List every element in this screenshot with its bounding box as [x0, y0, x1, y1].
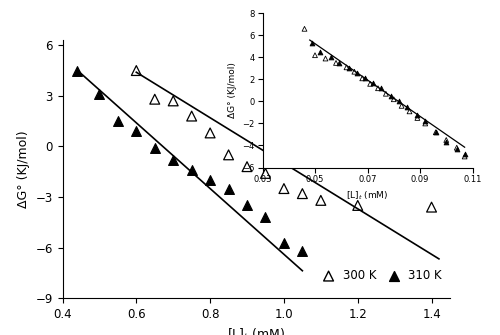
Point [345, 66, 353, 71]
Point [342, 65, 350, 70]
Point [206, 178, 214, 183]
Point [327, 55, 335, 60]
Point [188, 113, 196, 119]
Point [316, 49, 324, 55]
Point [366, 81, 374, 86]
Point [432, 130, 440, 135]
Point [422, 121, 430, 126]
Point [382, 91, 390, 96]
Point [317, 198, 325, 203]
Point [262, 171, 270, 176]
Point [280, 186, 288, 191]
Point [460, 154, 468, 159]
Point [361, 76, 369, 81]
Point [188, 168, 196, 173]
Point [453, 146, 461, 151]
X-axis label: [L]$_t$ (mM): [L]$_t$ (mM) [346, 190, 389, 202]
Point [74, 68, 82, 73]
Point [322, 56, 330, 61]
Point [224, 186, 232, 191]
Point [442, 139, 450, 145]
Point [132, 68, 140, 73]
Point [132, 129, 140, 134]
Point [414, 115, 422, 121]
Point [453, 145, 461, 150]
Point [332, 60, 340, 66]
Point [398, 103, 406, 109]
Point [96, 91, 104, 97]
Point [358, 76, 366, 81]
Point [169, 98, 177, 104]
Point [334, 60, 342, 66]
Point [422, 119, 430, 124]
Point [114, 119, 122, 124]
Point [169, 157, 177, 162]
Point [369, 80, 377, 85]
Y-axis label: ΔG° (KJ/mol): ΔG° (KJ/mol) [17, 130, 30, 208]
Point [374, 85, 382, 91]
Point [460, 152, 468, 157]
Point [308, 41, 316, 46]
Point [442, 137, 450, 143]
Point [390, 96, 398, 102]
Point [354, 203, 362, 208]
Point [280, 240, 288, 245]
Point [350, 69, 358, 74]
Point [376, 85, 384, 91]
Point [243, 164, 251, 169]
Point [206, 130, 214, 136]
Point [300, 26, 308, 31]
Point [151, 96, 159, 102]
Point [414, 112, 422, 117]
Point [298, 248, 306, 254]
Point [311, 53, 319, 58]
Point [395, 99, 403, 104]
Y-axis label: ΔG° (KJ/mol): ΔG° (KJ/mol) [228, 63, 237, 118]
Point [428, 204, 436, 210]
Point [403, 104, 411, 110]
Point [406, 109, 413, 114]
Point [298, 191, 306, 196]
Legend: 300 K, 310 K: 300 K, 310 K [312, 264, 446, 287]
Point [353, 70, 361, 75]
Point [243, 203, 251, 208]
Point [151, 145, 159, 151]
Point [224, 152, 232, 157]
Point [432, 130, 440, 135]
Point [262, 214, 270, 220]
X-axis label: [L]$_t$ (mM): [L]$_t$ (mM) [227, 326, 286, 335]
Point [387, 93, 395, 98]
